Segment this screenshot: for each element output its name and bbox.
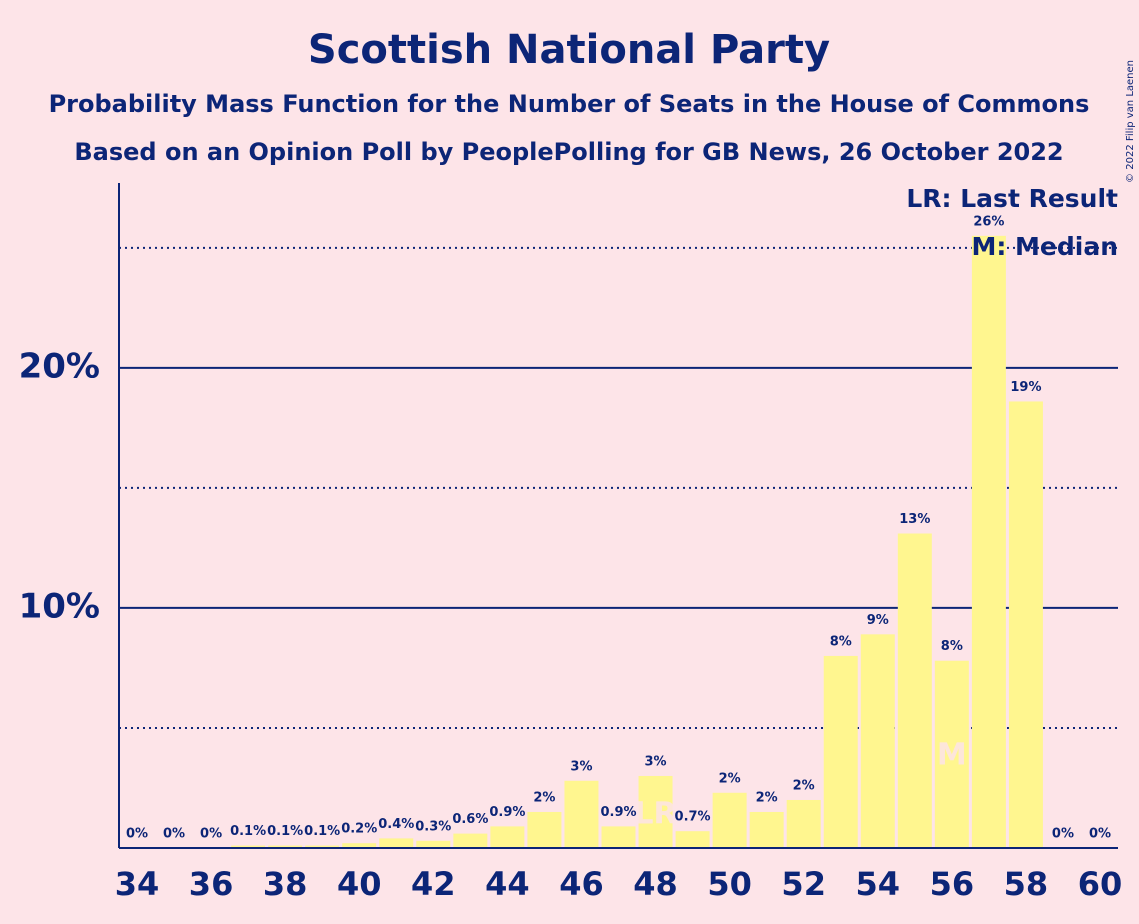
chart-subtitle: Based on an Opinion Poll by PeoplePollin… [74,138,1063,166]
bar [897,533,932,848]
value-label: 0% [200,827,222,842]
bar [231,845,266,848]
value-label: 0.1% [230,824,266,839]
value-label: 0% [163,827,185,842]
x-tick-label: 46 [559,865,604,903]
bar [823,655,858,848]
bar [490,826,525,848]
bar [675,831,710,848]
y-tick-label: 20% [19,346,100,386]
value-label: 0.7% [675,810,711,825]
legend-entry: LR: Last Result [906,184,1118,213]
copyright: © 2022 Filip van Laenen [1125,60,1136,183]
bar [712,792,747,848]
bar [342,843,377,848]
value-label: 3% [644,754,666,769]
x-tick-label: 58 [1004,865,1049,903]
value-label: 13% [899,512,930,527]
marker-label: M [937,738,967,773]
x-tick-label: 54 [856,865,901,903]
bar [638,775,673,848]
bar [416,840,451,848]
value-label: 8% [941,639,963,654]
bar [934,660,969,848]
bar [268,845,303,848]
bar [749,811,784,848]
bar [379,838,414,848]
bar [527,811,562,848]
x-tick-label: 44 [485,865,530,903]
value-label: 0.4% [378,817,414,832]
bar [786,799,821,848]
x-tick-label: 36 [189,865,234,903]
bar [601,826,636,848]
value-label: 0.2% [341,822,377,837]
x-tick-label: 50 [707,865,752,903]
value-label: 2% [756,790,778,805]
value-label: 0% [126,827,148,842]
bar [971,235,1006,848]
value-label: 2% [719,771,741,786]
value-label: 0.1% [304,824,340,839]
value-label: 0.9% [489,805,525,820]
value-label: 19% [1010,380,1041,395]
value-label: 9% [867,613,889,628]
value-label: 0.6% [452,812,488,827]
marker-label: LR [634,797,676,832]
x-tick-label: 48 [633,865,678,903]
bar [860,634,895,848]
value-label: 8% [830,634,852,649]
value-label: 0% [1052,827,1074,842]
bar [564,780,599,848]
x-tick-label: 38 [263,865,308,903]
value-label: 2% [793,778,815,793]
chart-title: Scottish National Party [308,27,830,73]
x-tick-label: 56 [930,865,975,903]
bar [453,833,488,848]
value-label: 0.9% [600,805,636,820]
x-tick-label: 42 [411,865,456,903]
value-label: 26% [973,214,1004,229]
y-tick-label: 10% [19,586,100,626]
chart-subtitle: Probability Mass Function for the Number… [49,90,1090,118]
x-tick-label: 52 [781,865,826,903]
bar [1008,401,1043,848]
value-label: 0% [1089,827,1111,842]
x-tick-label: 34 [115,865,160,903]
value-label: 3% [570,759,592,774]
bar [305,845,340,848]
x-tick-label: 60 [1078,865,1123,903]
value-label: 0.3% [415,819,451,834]
legend-entry: M: Median [971,232,1118,261]
value-label: 0.1% [267,824,303,839]
value-label: 2% [533,790,555,805]
x-tick-label: 40 [337,865,382,903]
